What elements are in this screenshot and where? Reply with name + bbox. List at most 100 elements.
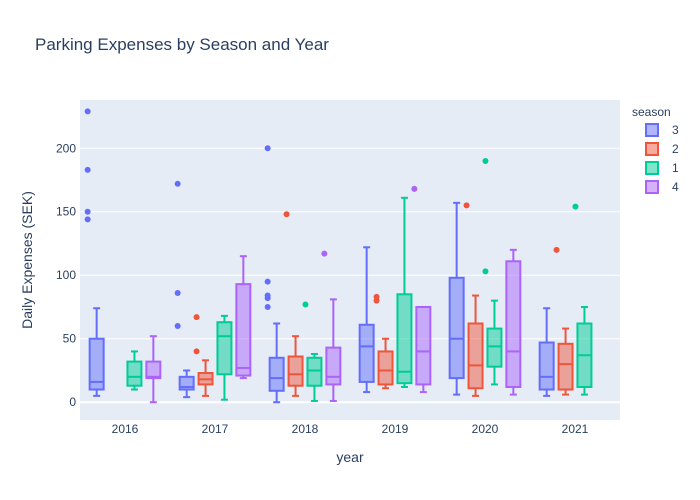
iqr-box [377,350,394,386]
box-2-2021[interactable] [553,246,574,396]
outlier-point [174,323,181,330]
legend-item-4[interactable]: 4 [645,180,679,194]
y-tick-label: 50 [63,332,77,346]
iqr-box [415,305,432,386]
iqr-box [235,283,252,377]
legend-label: 4 [672,180,679,194]
y-tick-label: 150 [56,205,76,219]
legend-items: 3 2 1 4 [645,123,679,194]
iqr-box [448,276,465,380]
outlier-point [553,246,560,253]
box-2-2018[interactable] [283,211,304,397]
box-1-2020[interactable] [482,157,503,386]
outlier-point [84,216,91,223]
legend[interactable]: season 3 2 1 4 [632,105,679,194]
box-3-2019[interactable] [358,246,375,394]
outlier-point [264,303,271,310]
box-traces [84,108,593,404]
box-1-2019[interactable] [396,196,413,388]
box-2-2019[interactable] [373,293,394,390]
outlier-point [174,290,181,297]
y-tick-label: 0 [69,395,76,409]
box-3-2016[interactable] [84,108,105,397]
iqr-box [486,327,503,368]
y-axis-ticks: 0 50 100 150 200 [56,141,76,409]
iqr-box [467,322,484,390]
outlier-point [193,348,200,355]
chart-title: Parking Expenses by Season and Year [35,35,329,54]
iqr-box [358,323,375,383]
legend-label: 1 [672,161,679,175]
iqr-box [538,341,555,391]
outlier-point [264,292,271,299]
outlier-point [411,185,418,192]
x-axis-title: year [336,449,364,465]
box-1-2017[interactable] [216,314,233,401]
iqr-box [268,356,285,392]
box-3-2020[interactable] [448,201,465,396]
outlier-point [572,203,579,210]
legend-title: season [632,105,671,119]
y-tick-label: 200 [56,141,76,155]
legend-label: 2 [672,142,679,156]
iqr-box [126,360,143,387]
box-4-2016[interactable] [145,335,162,404]
legend-item-2[interactable]: 2 [645,142,679,156]
iqr-box [557,342,574,391]
series-1[interactable] [126,157,593,402]
box-4-2019[interactable] [411,185,432,394]
iqr-box [287,355,304,387]
outlier-point [482,268,489,275]
outlier-point [193,314,200,321]
outlier-point [84,208,91,215]
plot-background [80,100,620,420]
legend-swatch [645,161,659,175]
legend-item-1[interactable]: 1 [645,161,679,175]
series-3[interactable] [84,108,555,404]
outlier-point [264,278,271,285]
series-2[interactable] [193,202,574,397]
iqr-box [505,260,522,388]
box-4-2020[interactable] [505,248,522,396]
legend-item-3[interactable]: 3 [645,123,679,137]
x-tick-label: 2019 [382,422,409,436]
x-axis-ticks: 2016 2017 2018 2019 2020 2021 [112,422,589,436]
outlier-point [84,166,91,173]
y-axis-title: Daily Expenses (SEK) [19,191,35,329]
x-tick-label: 2017 [202,422,229,436]
box-1-2018[interactable] [302,301,323,402]
iqr-box [145,360,162,380]
box-3-2018[interactable] [264,145,285,404]
y-tick-label: 100 [56,268,76,282]
series-4[interactable] [145,185,522,404]
outlier-point [321,250,328,257]
iqr-box [88,337,105,391]
x-tick-label: 2018 [292,422,319,436]
box-4-2018[interactable] [321,250,342,402]
outlier-point [264,145,271,152]
box-3-2021[interactable] [538,307,555,397]
outlier-point [373,293,380,300]
x-tick-label: 2016 [112,422,139,436]
legend-swatch [645,123,659,137]
box-1-2016[interactable] [126,350,143,391]
x-tick-label: 2021 [562,422,589,436]
iqr-box [216,321,233,376]
box-4-2017[interactable] [235,255,252,380]
outlier-point [84,108,91,115]
legend-label: 3 [672,123,679,137]
box-1-2021[interactable] [572,203,593,396]
box-2-2020[interactable] [463,202,484,397]
box-3-2017[interactable] [174,180,195,399]
box-2-2017[interactable] [193,314,214,397]
outlier-point [302,301,309,308]
outlier-point [283,211,290,218]
x-tick-label: 2020 [472,422,499,436]
outlier-point [482,157,489,164]
outlier-point [174,180,181,187]
gridlines [80,147,620,404]
iqr-box [306,356,323,387]
legend-swatch [645,142,659,156]
legend-swatch [645,180,659,194]
